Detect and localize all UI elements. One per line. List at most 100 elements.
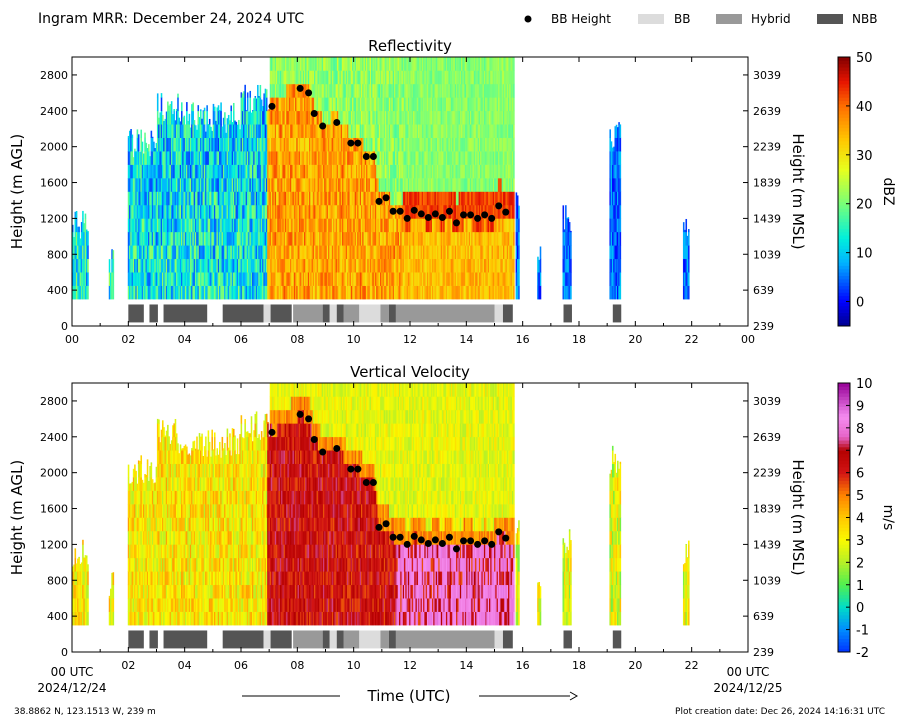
heatmap-cell [350, 151, 353, 165]
heatmap-cell [305, 245, 307, 260]
heatmap-cell [83, 245, 85, 260]
heatmap-cell [268, 272, 271, 286]
heatmap-cell [172, 204, 174, 219]
heatmap-cell [287, 231, 290, 246]
heatmap-cell [303, 272, 306, 286]
heatmap-cell [291, 97, 293, 112]
heatmap-cell [321, 110, 324, 125]
heatmap-cell [274, 272, 277, 286]
heatmap-cell [211, 258, 213, 273]
heatmap-cell [131, 178, 134, 192]
heatmap-cell [360, 151, 363, 165]
heatmap-cell [231, 124, 234, 138]
heatmap-cell [326, 97, 329, 112]
heatmap-cell [201, 204, 203, 219]
heatmap-cell [263, 110, 265, 125]
heatmap-cell [348, 178, 350, 192]
heatmap-cell [167, 110, 169, 125]
heatmap-cell [244, 137, 246, 152]
heatmap-cell [357, 191, 359, 206]
heatmap-cell [197, 110, 200, 125]
heatmap-cell [181, 102, 183, 112]
heatmap-cell [165, 258, 168, 273]
heatmap-cell [303, 245, 306, 260]
heatmap-cell [326, 151, 329, 165]
heatmap-cell [368, 57, 371, 71]
heatmap-cell [325, 218, 328, 233]
heatmap-cell [330, 124, 333, 138]
heatmap-cell [168, 285, 170, 300]
heatmap-cell [221, 137, 224, 152]
heatmap-cell [284, 83, 287, 98]
heatmap-cell [164, 164, 167, 179]
heatmap-cell [338, 231, 340, 246]
heatmap-cell [163, 258, 165, 273]
heatmap-cell [291, 191, 293, 206]
heatmap-cell [277, 285, 279, 300]
heatmap-cell [388, 151, 391, 165]
heatmap-cell [331, 285, 334, 300]
heatmap-cell [148, 272, 150, 286]
heatmap-cell [201, 272, 203, 286]
heatmap-cell [268, 178, 271, 192]
heatmap-cell [248, 285, 250, 300]
heatmap-cell [238, 178, 240, 192]
heatmap-cell [301, 164, 303, 179]
heatmap-cell [272, 83, 274, 98]
heatmap-cell [273, 124, 276, 138]
heatmap-cell [84, 245, 87, 260]
heatmap-cell [267, 231, 269, 246]
heatmap-cell [287, 124, 290, 138]
heatmap-cell [220, 285, 222, 300]
heatmap-cell [215, 258, 217, 273]
heatmap-cell [193, 258, 196, 273]
heatmap-cell [321, 137, 324, 152]
heatmap-cell [392, 178, 395, 192]
heatmap-cell [297, 97, 300, 112]
heatmap-cell [359, 70, 362, 85]
heatmap-cell [349, 97, 352, 112]
heatmap-cell [293, 137, 296, 152]
heatmap-cell [352, 83, 354, 98]
heatmap-cell [87, 285, 89, 300]
heatmap-cell [383, 231, 386, 246]
heatmap-cell [172, 231, 174, 246]
heatmap-cell [344, 97, 347, 112]
heatmap-cell [226, 231, 229, 246]
heatmap-cell [155, 272, 158, 286]
heatmap-cell [163, 151, 165, 165]
heatmap-cell [378, 245, 381, 260]
heatmap-cell [383, 285, 386, 300]
heatmap-cell [315, 164, 317, 179]
heatmap-cell [353, 70, 355, 85]
heatmap-cell [141, 164, 144, 179]
heatmap-cell [312, 245, 315, 260]
heatmap-cell [309, 231, 311, 246]
heatmap-cell [250, 124, 253, 138]
heatmap-cell [188, 124, 191, 138]
heatmap-cell [112, 285, 115, 300]
heatmap-cell [145, 245, 148, 260]
heatmap-cell [234, 164, 236, 179]
heatmap-cell [340, 97, 343, 112]
heatmap-cell [392, 218, 395, 233]
heatmap-cell [207, 137, 210, 152]
heatmap-cell [374, 218, 377, 233]
heatmap-cell [295, 164, 297, 179]
heatmap-cell [160, 218, 163, 233]
heatmap-cell [156, 164, 159, 179]
heatmap-cell [212, 151, 215, 165]
heatmap-cell [260, 110, 263, 125]
heatmap-cell [333, 204, 335, 219]
heatmap-cell [225, 258, 227, 273]
heatmap-cell [363, 204, 366, 219]
heatmap-cell [205, 151, 207, 165]
heatmap-cell [164, 285, 167, 300]
heatmap-cell [309, 285, 311, 300]
heatmap-cell [288, 110, 291, 125]
heatmap-cell [287, 70, 290, 85]
heatmap-cell [284, 164, 287, 179]
heatmap-cell [306, 57, 309, 71]
heatmap-cell [243, 245, 245, 260]
heatmap-cell [373, 57, 376, 71]
